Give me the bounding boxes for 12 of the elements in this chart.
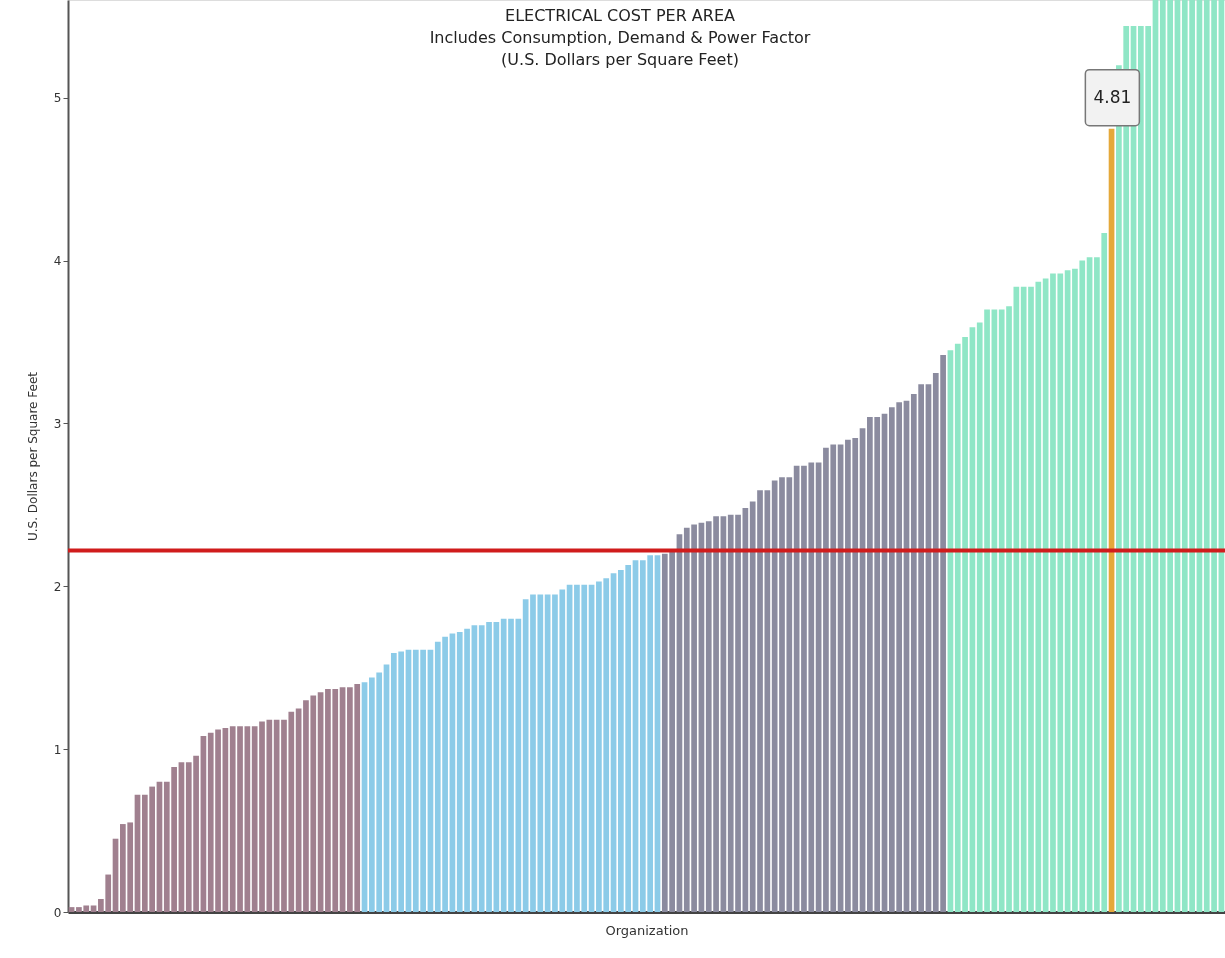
y-tick-label: 4	[53, 254, 62, 269]
x-axis-title: Organization	[605, 922, 689, 938]
y-tick-label: 3	[53, 416, 62, 431]
chart-title: ELECTRICAL COST PER AREA	[505, 6, 735, 25]
y-tick-label: 0	[53, 905, 62, 920]
y-tick-label: 5	[53, 91, 62, 106]
text: Includes Consumption, Demand & Power Factor (U.S. Dollars per Square Feet)	[429, 28, 811, 69]
y-tick-label: 1	[53, 742, 62, 757]
bar	[90, 905, 97, 912]
y-tick-label: 2	[53, 579, 62, 594]
annotation: 4.81	[1093, 86, 1132, 107]
y-axis-title: U.S. Dollars per Square Feet	[25, 371, 40, 541]
